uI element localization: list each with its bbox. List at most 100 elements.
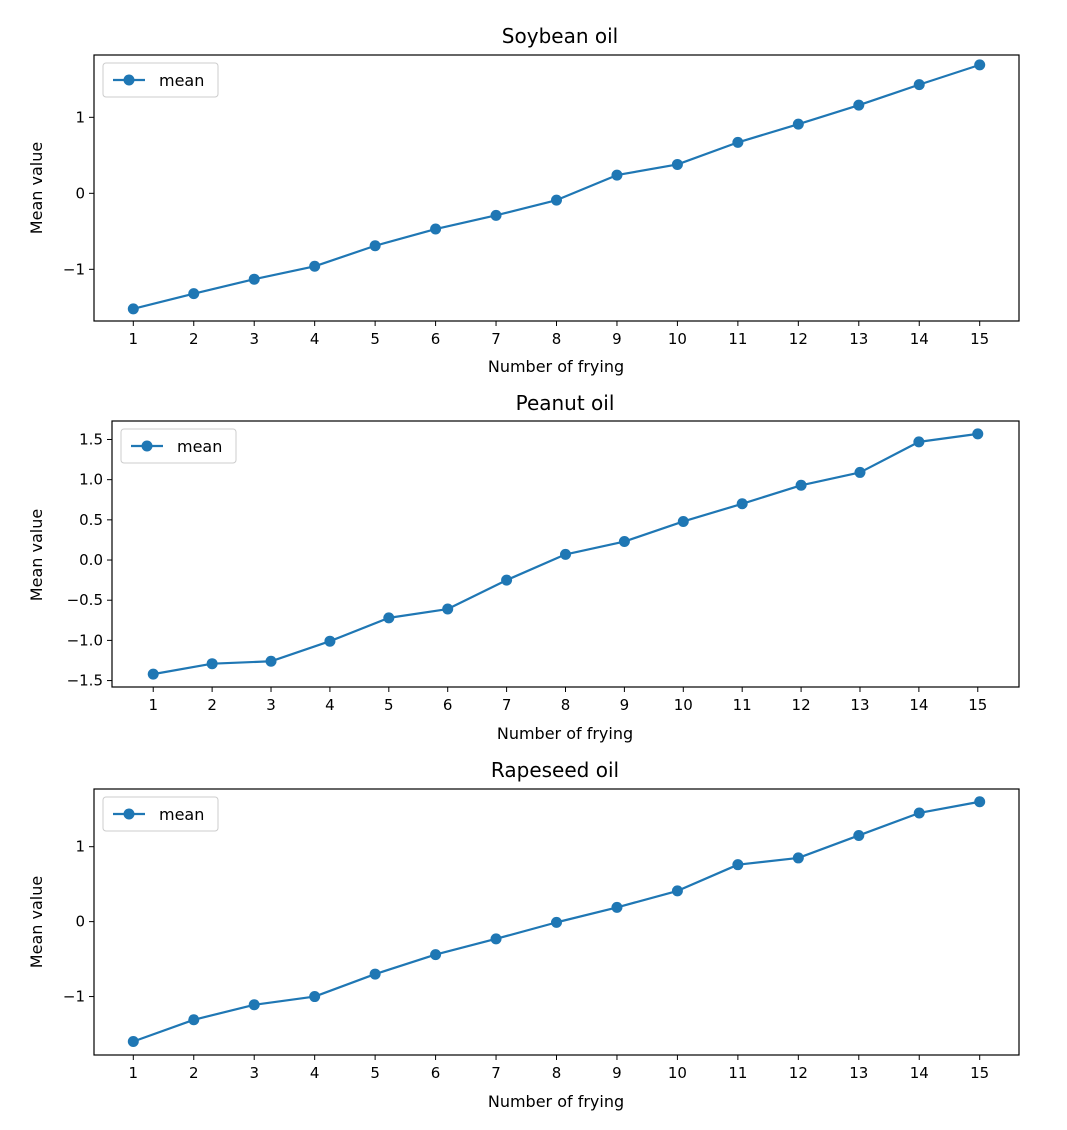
x-tick-label: 1 bbox=[148, 696, 158, 714]
legend-label: mean bbox=[159, 71, 204, 90]
data-point bbox=[309, 991, 321, 1003]
data-point bbox=[430, 223, 442, 235]
x-tick-label: 14 bbox=[910, 1064, 929, 1082]
data-point bbox=[248, 999, 260, 1011]
x-tick-label: 13 bbox=[849, 330, 868, 348]
y-axis-label: Mean value bbox=[27, 509, 46, 601]
x-tick-label: 3 bbox=[249, 330, 259, 348]
x-tick-label: 5 bbox=[370, 1064, 380, 1082]
x-tick-label: 11 bbox=[728, 1064, 747, 1082]
y-tick-label: −1 bbox=[63, 260, 85, 278]
y-tick-label: −1.5 bbox=[67, 672, 103, 690]
data-point bbox=[611, 169, 623, 181]
data-point bbox=[490, 933, 502, 945]
data-point bbox=[972, 428, 984, 440]
x-tick-label: 15 bbox=[970, 330, 989, 348]
data-point bbox=[490, 209, 502, 221]
data-point bbox=[430, 949, 442, 961]
x-tick-label: 6 bbox=[443, 696, 453, 714]
y-tick-label: 0.0 bbox=[79, 551, 103, 569]
data-point bbox=[677, 515, 689, 527]
x-tick-label: 12 bbox=[789, 330, 808, 348]
x-tick-label: 3 bbox=[249, 1064, 259, 1082]
x-tick-label: 13 bbox=[850, 696, 869, 714]
x-tick-label: 15 bbox=[970, 1064, 989, 1082]
x-tick-label: 1 bbox=[129, 330, 139, 348]
data-point bbox=[792, 852, 804, 864]
y-tick-label: 1.5 bbox=[79, 430, 103, 448]
data-point bbox=[265, 655, 277, 667]
data-point bbox=[853, 99, 865, 111]
x-tick-label: 4 bbox=[310, 330, 320, 348]
legend-box bbox=[102, 62, 219, 98]
x-tick-label: 14 bbox=[910, 330, 929, 348]
x-tick-label: 14 bbox=[909, 696, 928, 714]
data-point bbox=[560, 548, 571, 560]
data-point bbox=[913, 807, 925, 819]
y-tick-label: 1 bbox=[75, 108, 85, 126]
x-tick-label: 8 bbox=[552, 1064, 562, 1082]
data-point bbox=[551, 916, 562, 928]
data-point bbox=[974, 59, 986, 71]
x-tick-label: 2 bbox=[189, 330, 199, 348]
subplot-peanut-oil: Peanut oil 1 2 3 4 5 6 7 8 9 10 11 12 13 14 15−1.5−1.0… bbox=[27, 391, 1020, 743]
x-tick-label: 9 bbox=[612, 330, 622, 348]
x-tick-label: 5 bbox=[384, 696, 394, 714]
data-point bbox=[551, 194, 562, 206]
data-point bbox=[127, 1036, 139, 1048]
y-tick-label: −1 bbox=[63, 988, 85, 1006]
data-point bbox=[369, 968, 381, 980]
x-tick-label: 2 bbox=[207, 696, 217, 714]
y-axis-label: Mean value bbox=[27, 876, 46, 968]
legend-label: mean bbox=[177, 437, 222, 456]
legend: mean bbox=[120, 428, 237, 464]
data-point bbox=[611, 901, 623, 913]
x-tick-label: 7 bbox=[502, 696, 512, 714]
data-point bbox=[913, 436, 925, 448]
x-tick-label: 13 bbox=[849, 1064, 868, 1082]
data-point bbox=[206, 658, 218, 670]
x-tick-label: 8 bbox=[552, 330, 562, 348]
legend-marker bbox=[123, 808, 135, 820]
x-tick-label: 10 bbox=[668, 1064, 687, 1082]
y-tick-label: −1.0 bbox=[67, 631, 103, 649]
data-point bbox=[671, 885, 683, 897]
data-point bbox=[732, 136, 744, 148]
y-tick-label: 0.5 bbox=[79, 511, 103, 529]
x-tick-label: 9 bbox=[612, 1064, 622, 1082]
subplot-rapeseed-oil: Rapeseed oil 1 2 3 4 5 6 7 8 9 10 11 12 13 14 15−101me… bbox=[27, 758, 1020, 1111]
y-tick-label: 1.0 bbox=[79, 471, 103, 489]
data-point bbox=[671, 158, 683, 170]
data-point bbox=[913, 79, 925, 91]
data-point bbox=[383, 612, 395, 624]
data-point bbox=[854, 466, 866, 478]
x-tick-label: 8 bbox=[561, 696, 571, 714]
x-tick-label: 12 bbox=[792, 696, 811, 714]
data-point bbox=[248, 273, 260, 285]
legend-box bbox=[102, 796, 219, 832]
x-tick-label: 12 bbox=[789, 1064, 808, 1082]
legend-marker bbox=[123, 74, 135, 86]
data-point bbox=[147, 668, 159, 680]
data-point bbox=[369, 240, 381, 252]
x-tick-label: 7 bbox=[491, 1064, 501, 1082]
subplot-soybean-oil: Soybean oil 1 2 3 4 5 6 7 8 9 10 11 12 13 14 15−101mea… bbox=[27, 24, 1020, 376]
data-point bbox=[974, 796, 986, 808]
data-point bbox=[127, 303, 139, 315]
data-point bbox=[501, 574, 513, 586]
legend-label: mean bbox=[159, 805, 204, 824]
legend-box bbox=[120, 428, 237, 464]
legend-marker bbox=[141, 440, 153, 452]
data-point bbox=[792, 118, 804, 130]
data-point bbox=[618, 536, 630, 548]
data-point bbox=[795, 479, 807, 491]
data-point bbox=[732, 859, 744, 871]
x-tick-label: 15 bbox=[968, 696, 987, 714]
data-point bbox=[736, 498, 748, 510]
x-axis-label: Number of frying bbox=[497, 724, 633, 743]
chart-title: Rapeseed oil bbox=[491, 758, 619, 782]
plot-area: 1 2 3 4 5 6 7 8 9 10 11 12 13 14 15−1.5−1.0−0.50.00.51… bbox=[67, 420, 1020, 714]
